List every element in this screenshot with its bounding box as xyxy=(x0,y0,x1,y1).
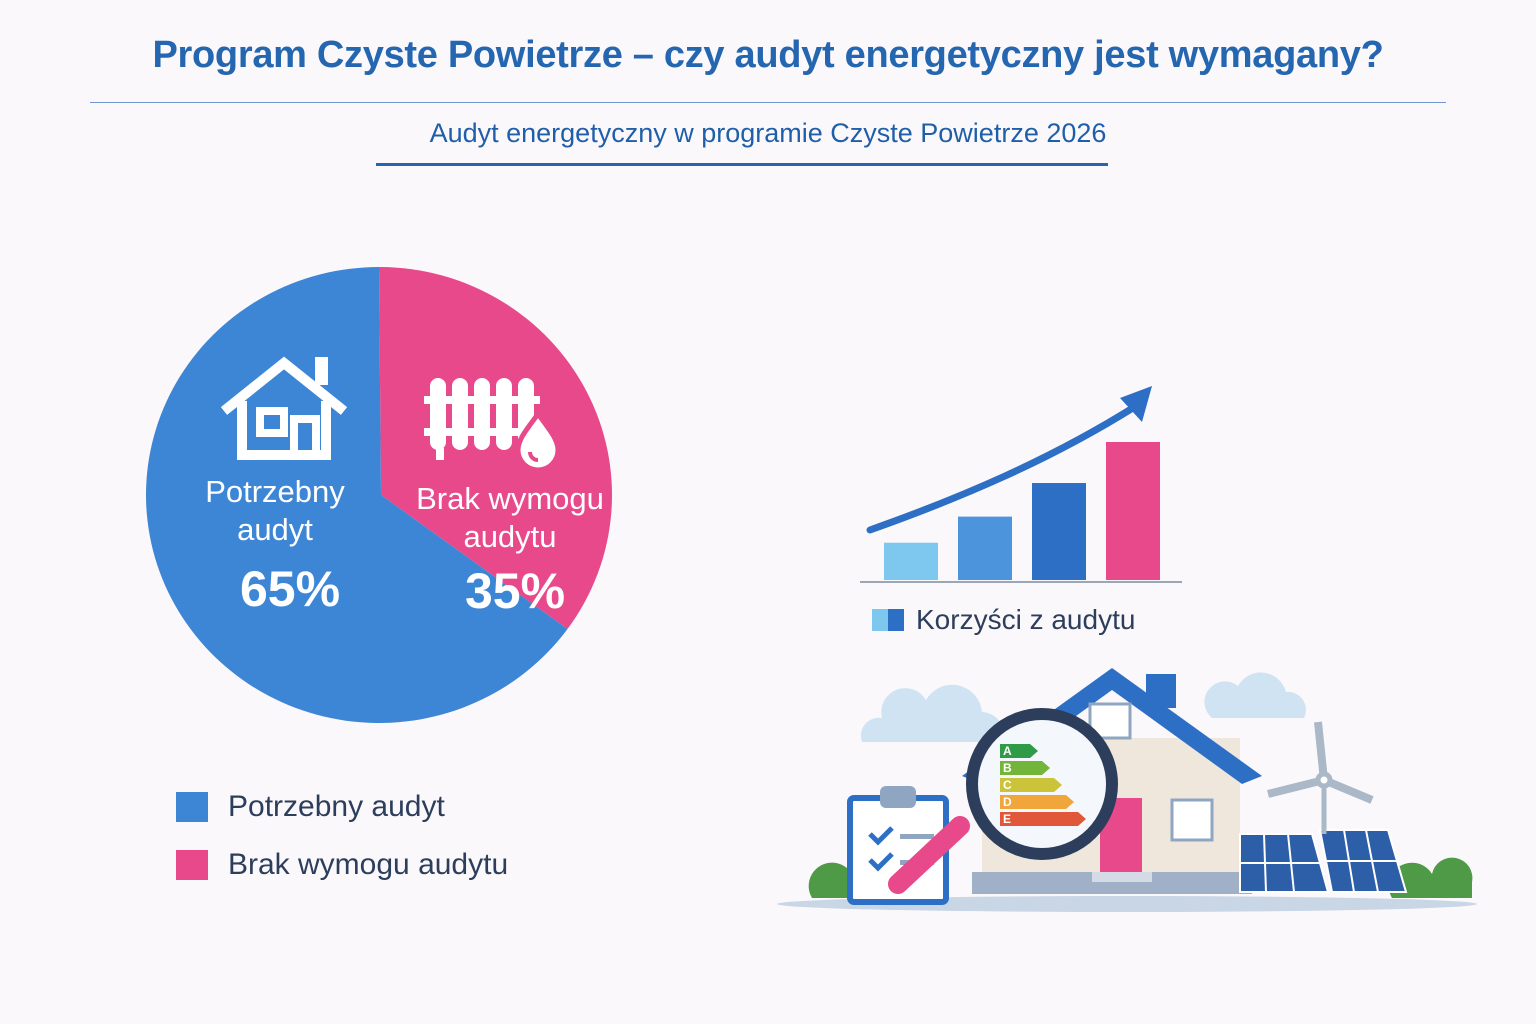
legend-swatch xyxy=(176,792,208,822)
pie-value-no-audit: 35% xyxy=(464,563,566,619)
legend-label: Potrzebny audyt xyxy=(228,790,445,823)
bar-legend-label: Korzyści z audytu xyxy=(916,604,1136,635)
legend-label: Brak wymogu audytu xyxy=(228,848,509,881)
pie-label-audit-required: Potrzebny audyt xyxy=(185,473,365,549)
pie-chart xyxy=(145,267,612,723)
pie-label-line: Potrzebny xyxy=(205,474,345,509)
energy-class-bar xyxy=(1000,795,1074,809)
radiator-icon xyxy=(424,378,561,473)
wind-turbine-icon xyxy=(1267,721,1374,834)
pie-label-no-audit: Brak wymogu audytu xyxy=(400,480,620,556)
page-title: Program Czyste Powietrze – czy audyt ene… xyxy=(152,34,1384,76)
subtitle-underline xyxy=(376,163,1108,166)
bar-legend: Korzyści z audytu xyxy=(872,604,1135,636)
house-icon xyxy=(220,356,348,460)
energy-class-label: A xyxy=(1003,744,1012,758)
pie-label-line: Brak wymogu xyxy=(416,481,604,516)
trend-arrow-head xyxy=(1120,386,1152,422)
energy-class-label: D xyxy=(1003,795,1012,809)
trend-arrow-line xyxy=(866,402,1140,534)
legend-item-audit-required: Potrzebny audyt xyxy=(176,778,508,836)
pie-legend: Potrzebny audyt Brak wymogu audytu xyxy=(176,778,508,894)
energy-class-bar xyxy=(1000,812,1086,826)
legend-item-no-audit: Brak wymogu audytu xyxy=(176,836,508,894)
energy-class-bar xyxy=(1000,778,1062,792)
energy-class-bar xyxy=(1000,744,1038,758)
pie-slice xyxy=(145,267,568,723)
energy-class-label: E xyxy=(1003,812,1011,826)
pie-label-line: audytu xyxy=(463,519,557,554)
bar xyxy=(1106,442,1160,580)
bar xyxy=(958,516,1012,580)
pie-slice xyxy=(379,267,612,630)
energy-class-label: C xyxy=(1003,778,1012,792)
solar-panel-icon xyxy=(1239,829,1408,893)
energy-class-bar xyxy=(1000,761,1050,775)
ground-shadow xyxy=(777,896,1477,912)
bar xyxy=(884,542,938,580)
pie-value-audit-required: 65% xyxy=(239,561,341,617)
cloud-icon xyxy=(860,672,1306,742)
legend-swatch xyxy=(176,850,208,880)
page-subtitle: Audyt energetyczny w programie Czyste Po… xyxy=(429,118,1107,148)
title-divider xyxy=(90,102,1446,103)
energy-class-label: B xyxy=(1003,761,1012,775)
bar xyxy=(1032,483,1086,580)
bar-legend-swatch xyxy=(872,609,904,631)
pie-label-line: audyt xyxy=(237,512,313,547)
bar-chart xyxy=(860,386,1182,583)
